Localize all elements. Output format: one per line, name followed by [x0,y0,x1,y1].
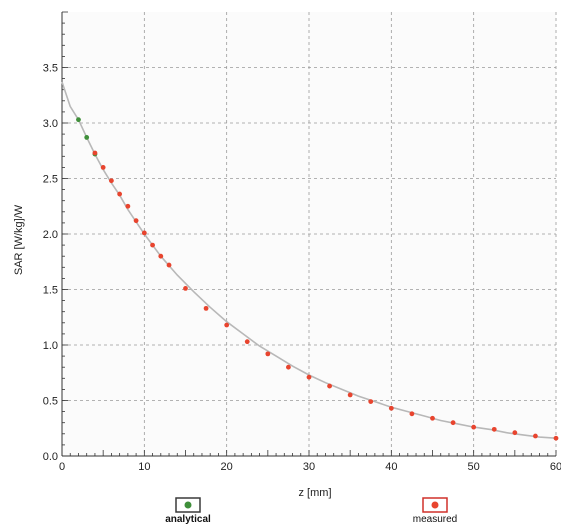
data-markers [76,117,559,441]
measured-point [368,399,374,405]
legend-label-analytical: analytical [165,514,211,525]
measured-point [409,411,415,417]
measured-point [150,242,155,248]
y-tick-label: 2.0 [43,229,58,241]
measured-point [471,424,477,430]
measured-point [133,218,139,224]
measured-point [533,433,538,439]
measured-point [388,405,394,411]
legend-swatch-marker [431,501,439,509]
analytical-point [84,135,90,140]
y-tick-label: 0.5 [43,396,58,408]
legend-item-analytical: analytical [165,497,211,525]
measured-point [183,285,188,291]
measured-point [166,262,172,268]
measured-point [512,430,518,436]
x-tick-label: 10 [138,461,150,473]
measured-point [491,426,497,432]
measured-point [450,420,456,426]
y-tick-label: 2.5 [43,174,58,186]
x-tick-label: 0 [59,461,65,473]
measured-point [430,415,435,421]
measured-point [553,435,559,441]
y-axis-title: SAR [W/kg]/W [13,204,25,275]
analytical-point [76,117,81,123]
measured-point [141,230,147,236]
x-tick-label: 50 [468,461,480,473]
measured-point [117,191,123,197]
measured-point [224,322,230,328]
x-axis-title: z [mm] [299,487,332,499]
x-tick-label: 40 [385,461,397,473]
axes [61,11,557,457]
measured-point [92,150,98,156]
x-tick-label: 60 [550,461,561,473]
legend-label-measured: measured [413,514,457,525]
measured-point [244,339,250,345]
measured-point [347,392,353,398]
y-tick-label: 0.0 [43,451,58,463]
y-tick-label: 1.5 [43,285,58,297]
legend-swatch-marker [184,501,192,509]
measured-point [100,165,106,170]
x-tick-label: 20 [221,461,233,473]
measured-point [286,364,291,370]
measured-point [265,351,271,357]
y-tick-label: 3.0 [43,118,58,130]
measured-point [203,305,209,311]
measured-point [109,178,114,184]
measured-point [125,203,131,209]
legend: analytical measured [165,497,457,525]
y-tick-label: 3.5 [43,63,58,75]
measured-point [306,374,312,380]
grid-lines [62,12,557,456]
measured-point [327,383,332,389]
y-tick-label: 1.0 [43,340,58,352]
x-tick-label: 30 [303,461,315,473]
legend-item-measured: measured [413,497,457,525]
measured-point [158,253,164,259]
tick-labels: 0 10 20 30 40 50 60 0.0 0.5 1.0 1.5 2.0 2.5 3.0 3.5 [43,63,561,474]
